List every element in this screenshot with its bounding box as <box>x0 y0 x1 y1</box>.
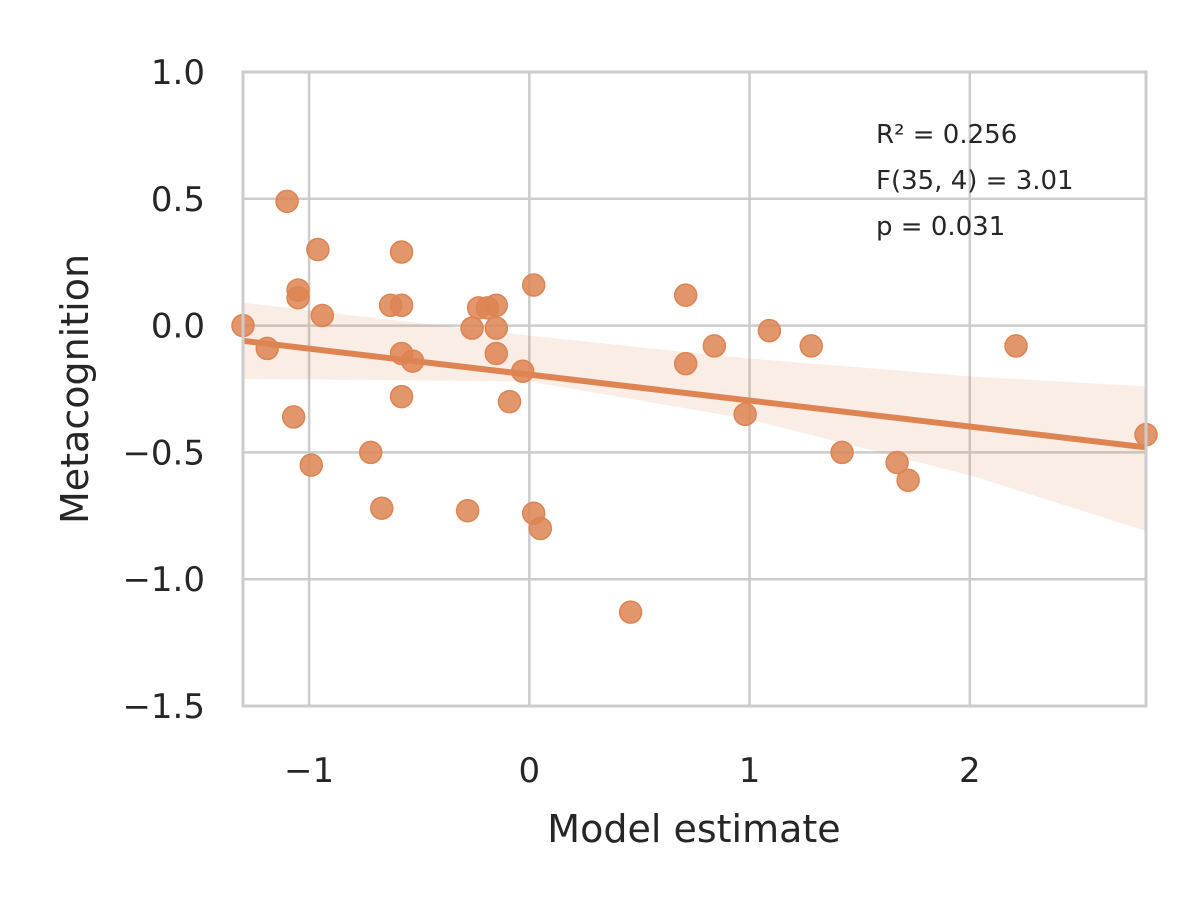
data-point-22 <box>484 316 509 340</box>
scatter-points <box>231 189 1158 624</box>
annotation-p: p = 0.031 <box>876 212 1005 242</box>
y-tick-label-1: −1.0 <box>122 560 205 600</box>
plot-frame <box>241 70 1148 708</box>
data-point-30 <box>673 283 698 307</box>
x-tick-label-2: 1 <box>739 751 761 791</box>
data-point-29 <box>618 600 643 624</box>
x-axis-label: Model estimate <box>547 807 840 851</box>
data-point-17 <box>455 498 480 523</box>
data-point-5 <box>286 285 310 310</box>
data-point-10 <box>370 496 394 520</box>
annotation-f: F(35, 4) = 3.01 <box>876 166 1074 196</box>
data-point-24 <box>497 389 522 414</box>
data-point-37 <box>885 450 909 475</box>
data-point-3 <box>281 405 306 429</box>
stats-annotation: R² = 0.256 F(35, 4) = 3.01 p = 0.031 <box>876 120 1074 242</box>
data-point-21 <box>484 293 509 318</box>
x-tick-label-1: 0 <box>518 751 540 791</box>
y-tick-label-2: −0.5 <box>122 433 205 473</box>
data-point-32 <box>702 334 727 358</box>
x-tick-labels: −1 0 1 2 <box>284 751 981 791</box>
data-point-2 <box>275 189 299 214</box>
y-tick-label-5: 1.0 <box>151 53 205 93</box>
confidence-band <box>243 302 1146 532</box>
data-point-35 <box>799 334 823 358</box>
data-point-12 <box>389 240 414 264</box>
regression-line <box>242 337 1147 451</box>
y-axis-label: Metacognition <box>53 254 97 524</box>
data-point-6 <box>299 453 324 477</box>
data-point-36 <box>830 440 854 465</box>
data-point-13 <box>389 293 414 318</box>
y-tick-label-4: 0.5 <box>151 180 205 220</box>
data-point-38 <box>896 468 920 493</box>
data-point-28 <box>528 516 553 541</box>
data-point-9 <box>358 440 383 465</box>
data-point-18 <box>460 316 484 340</box>
data-point-39 <box>1004 334 1028 358</box>
annotation-r2: R² = 0.256 <box>876 120 1017 150</box>
y-tick-labels: −1.5 −1.0 −0.5 0.0 0.5 1.0 <box>122 53 205 727</box>
data-point-8 <box>310 303 335 328</box>
data-point-33 <box>733 402 757 427</box>
data-point-15 <box>389 384 414 409</box>
y-tick-label-0: −1.5 <box>122 687 205 727</box>
data-point-34 <box>757 318 782 343</box>
x-tick-label-3: 2 <box>959 751 981 791</box>
y-tick-label-3: 0.0 <box>151 307 205 347</box>
x-tick-label-0: −1 <box>284 751 334 791</box>
data-point-26 <box>521 273 546 297</box>
data-point-31 <box>673 351 698 376</box>
data-point-7 <box>306 237 330 262</box>
data-point-23 <box>484 341 509 366</box>
